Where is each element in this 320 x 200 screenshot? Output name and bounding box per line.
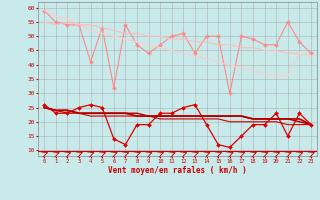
- X-axis label: Vent moyen/en rafales ( km/h ): Vent moyen/en rafales ( km/h ): [108, 166, 247, 175]
